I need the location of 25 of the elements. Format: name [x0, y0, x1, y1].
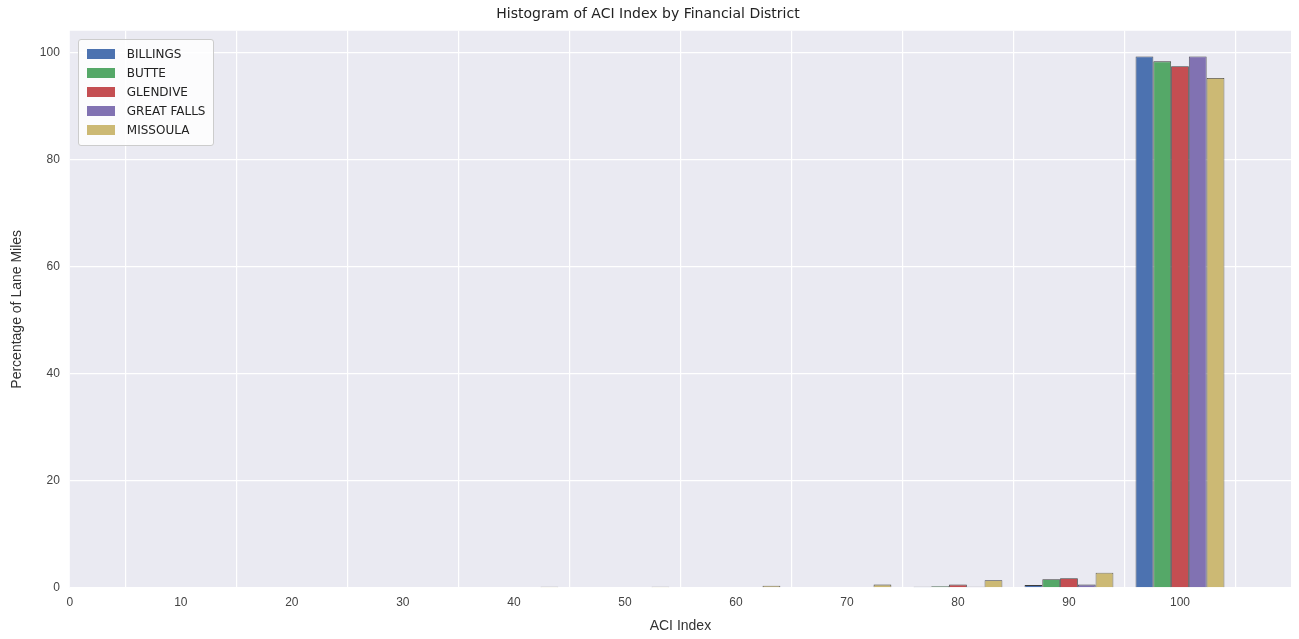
legend-label: BUTTE [126, 66, 166, 81]
y-tick-label: 0 [53, 580, 61, 595]
y-tick-label: 60 [46, 258, 61, 273]
x-tick-label: 40 [507, 595, 521, 610]
legend-label: BILLINGS [126, 47, 182, 62]
x-tick-label: 60 [729, 595, 743, 610]
x-tick-label: 50 [618, 595, 632, 610]
x-tick-label: 100 [1169, 595, 1191, 610]
legend-label: GLENDIVE [126, 85, 188, 100]
x-tick-label: 20 [285, 595, 299, 610]
x-tick-label: 10 [174, 595, 188, 610]
chart-title: Histogram of ACI Index by Financial District [496, 5, 801, 22]
y-tick-label: 20 [46, 473, 61, 487]
y-axis-title: Percentage of Lane Miles [8, 229, 25, 389]
legend-label: MISSOULA [126, 123, 190, 138]
x-tick-label: 70 [840, 595, 854, 610]
x-tick-label: 90 [1062, 595, 1076, 610]
x-tick-label: 30 [396, 595, 410, 610]
x-tick-label: 80 [951, 595, 965, 610]
y-tick-label: 40 [46, 365, 61, 380]
legend-label: GREAT FALLS [126, 104, 206, 119]
x-tick-label: 0 [66, 595, 74, 610]
y-tick-label: 80 [46, 151, 61, 166]
y-tick-label: 100 [39, 44, 61, 59]
x-axis-title: ACI Index [649, 617, 712, 634]
